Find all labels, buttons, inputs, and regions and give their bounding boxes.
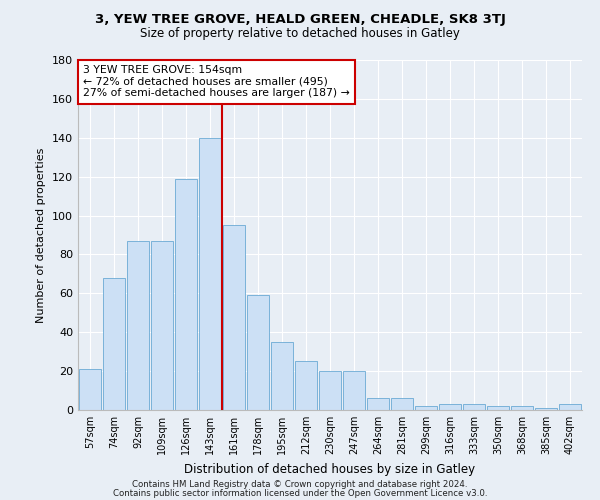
Bar [391, 398, 413, 410]
Bar [247, 296, 269, 410]
Bar [463, 404, 485, 410]
Bar [319, 371, 341, 410]
Y-axis label: Number of detached properties: Number of detached properties [37, 148, 46, 322]
Text: 3 YEW TREE GROVE: 154sqm
← 72% of detached houses are smaller (495)
27% of semi-: 3 YEW TREE GROVE: 154sqm ← 72% of detach… [83, 66, 350, 98]
Bar [199, 138, 221, 410]
Bar [415, 406, 437, 410]
Bar [295, 362, 317, 410]
Text: 3, YEW TREE GROVE, HEALD GREEN, CHEADLE, SK8 3TJ: 3, YEW TREE GROVE, HEALD GREEN, CHEADLE,… [95, 12, 505, 26]
Bar [223, 226, 245, 410]
Bar [271, 342, 293, 410]
Bar [487, 406, 509, 410]
Text: Contains public sector information licensed under the Open Government Licence v3: Contains public sector information licen… [113, 488, 487, 498]
Bar [367, 398, 389, 410]
Bar [103, 278, 125, 410]
Bar [511, 406, 533, 410]
Text: Contains HM Land Registry data © Crown copyright and database right 2024.: Contains HM Land Registry data © Crown c… [132, 480, 468, 489]
Text: Size of property relative to detached houses in Gatley: Size of property relative to detached ho… [140, 28, 460, 40]
Bar [535, 408, 557, 410]
Bar [175, 178, 197, 410]
Bar [127, 241, 149, 410]
X-axis label: Distribution of detached houses by size in Gatley: Distribution of detached houses by size … [184, 462, 476, 475]
Bar [343, 371, 365, 410]
Bar [439, 404, 461, 410]
Bar [79, 369, 101, 410]
Bar [151, 241, 173, 410]
Bar [559, 404, 581, 410]
